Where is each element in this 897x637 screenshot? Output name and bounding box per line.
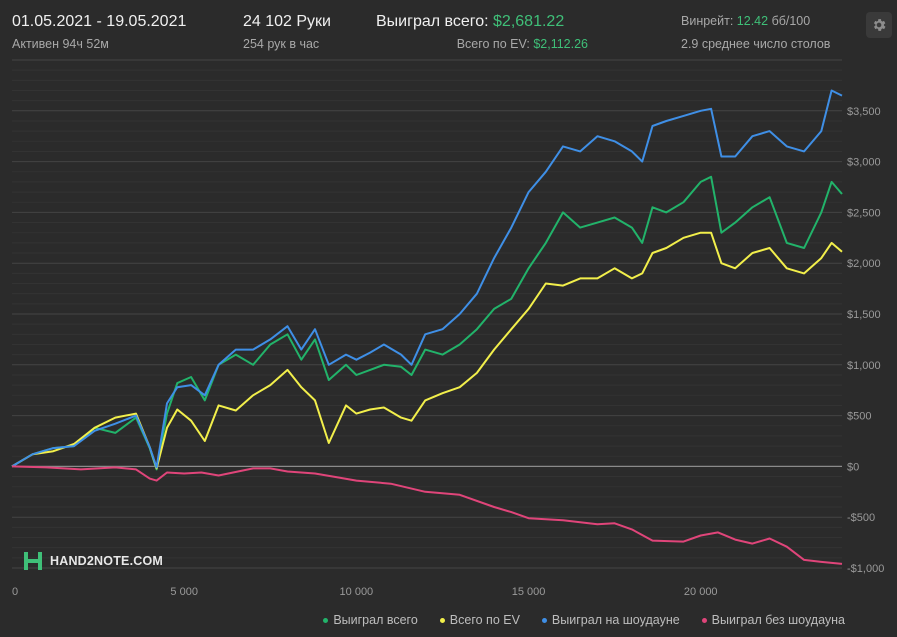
logo-text: HAND2NOTE.COM — [50, 554, 164, 568]
winrate-label: Винрейт: — [681, 14, 734, 28]
winrate-unit: бб/100 — [771, 14, 811, 28]
x-tick-label: 5 000 — [170, 586, 198, 598]
won-total-label: Выиграл всего: — [376, 13, 489, 30]
x-tick-label: 20 000 — [684, 586, 718, 598]
won-total-summary: Выиграл всего: $2,681.22 — [376, 13, 564, 31]
x-tick-label: 10 000 — [340, 586, 374, 598]
ev-summary: Всего по EV: $2,112.26 — [457, 37, 588, 51]
legend-dot-icon — [323, 617, 329, 623]
legend-item[interactable]: Всего по EV — [439, 613, 520, 627]
legend-dot-icon — [439, 617, 445, 623]
series-line-3 — [11, 89, 843, 469]
chart-legend: Выиграл всего Всего по EV Выиграл на шоуда… — [323, 613, 845, 627]
x-tick-label: 0 — [12, 586, 18, 598]
y-tick-label: $1,000 — [847, 360, 881, 372]
ev-label: Всего по EV: — [456, 37, 530, 51]
legend-label: Выиграл всего — [333, 613, 418, 627]
y-tick-label: $2,500 — [847, 207, 881, 219]
h2n-logo-icon — [24, 552, 42, 570]
y-tick-label: -$500 — [847, 512, 875, 524]
won-total-value: $2,681.22 — [493, 13, 565, 30]
legend-item[interactable]: Выиграл без шоудауна — [701, 613, 845, 627]
y-tick-label: $0 — [847, 461, 859, 473]
legend-item[interactable]: Выиграл на шоудауне — [541, 613, 680, 627]
y-tick-label: $2,000 — [847, 258, 881, 270]
legend-dot-icon — [541, 617, 547, 623]
legend-dot-icon — [701, 617, 707, 623]
series-line-4 — [11, 465, 843, 565]
header: 01.05.2021 - 19.05.2021 Активен 94ч 52м … — [0, 0, 897, 60]
legend-label: Выиграл без шоудауна — [711, 613, 845, 627]
ev-value: $2,112.26 — [533, 37, 588, 51]
y-tick-label: $3,500 — [847, 106, 881, 118]
legend-label: Всего по EV — [449, 613, 520, 627]
y-tick-label: -$1,000 — [847, 563, 884, 575]
x-axis-ticks: 0 5 000 10 000 15 000 20 000 — [12, 586, 718, 598]
hands-per-hour: 254 рук в час — [243, 37, 320, 51]
series-lines — [11, 89, 843, 565]
winrate-value: 12.42 — [736, 14, 769, 28]
y-tick-label: $500 — [847, 411, 871, 423]
settings-button[interactable] — [866, 12, 892, 38]
gear-icon — [873, 19, 886, 31]
hand2note-logo: HAND2NOTE.COM — [22, 550, 163, 572]
series-line-2 — [11, 231, 843, 470]
y-axis-ticks: -$1,000 -$500 $0 $500 $1,000 $1,500 $2,000 $2,5… — [847, 106, 884, 575]
legend-label: Выиграл на шоудауне — [551, 613, 680, 627]
avg-tables: 2.9 среднее число столов — [681, 37, 831, 51]
legend-item[interactable]: Выиграл всего — [323, 613, 418, 627]
active-time: Активен 94ч 52м — [12, 37, 109, 51]
y-tick-label: $1,500 — [847, 309, 881, 321]
series-line-1 — [11, 175, 843, 471]
y-tick-label: $3,000 — [847, 157, 881, 169]
winrate-summary: Винрейт: 12.42 бб/100 — [681, 14, 810, 28]
x-tick-label: 15 000 — [512, 586, 546, 598]
date-range: 01.05.2021 - 19.05.2021 — [12, 13, 187, 30]
hands-count: 24 102 Руки — [243, 13, 331, 30]
